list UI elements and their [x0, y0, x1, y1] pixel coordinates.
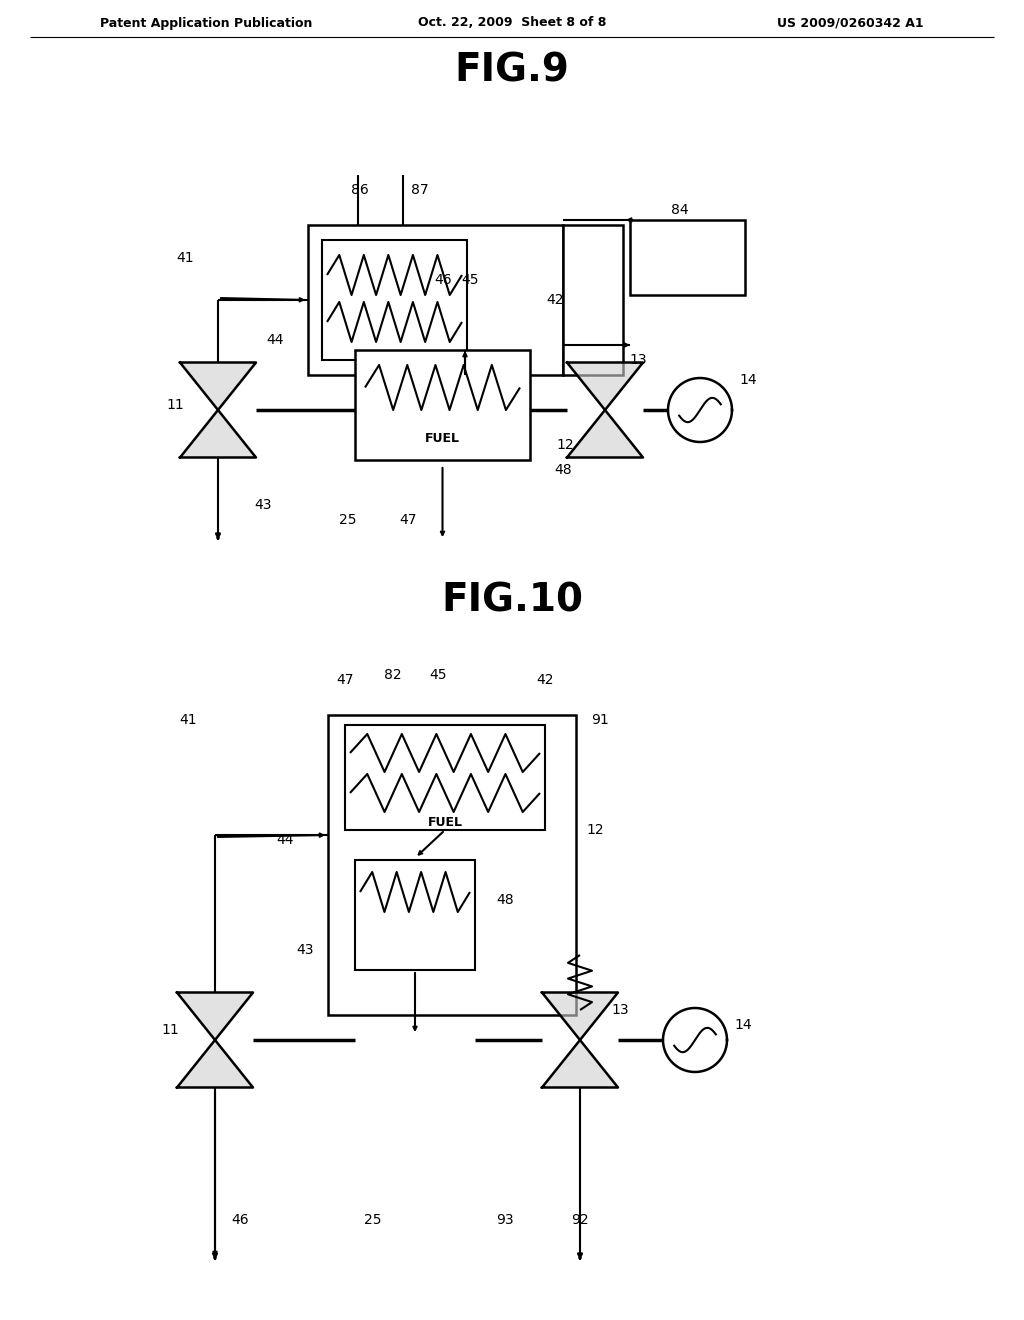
- Text: 48: 48: [497, 894, 514, 907]
- Bar: [630, 220, 745, 294]
- Text: 44: 44: [276, 833, 294, 847]
- Bar: [563, 224, 623, 375]
- Text: 13: 13: [611, 1003, 629, 1016]
- Text: 44: 44: [266, 333, 284, 347]
- Bar: [355, 861, 475, 970]
- Polygon shape: [567, 411, 643, 458]
- Text: Patent Application Publication: Patent Application Publication: [100, 16, 312, 29]
- Text: 41: 41: [179, 713, 197, 727]
- Polygon shape: [180, 411, 256, 458]
- Text: 11: 11: [166, 399, 184, 412]
- Text: 42: 42: [546, 293, 564, 308]
- Text: 11: 11: [161, 1023, 179, 1038]
- Text: 14: 14: [739, 374, 757, 387]
- Text: 84: 84: [671, 203, 689, 216]
- Text: 14: 14: [734, 1018, 752, 1032]
- Bar: [308, 224, 563, 375]
- Text: 13: 13: [629, 352, 647, 367]
- Text: 46: 46: [231, 1213, 249, 1228]
- Text: 12: 12: [556, 438, 573, 451]
- Polygon shape: [567, 363, 643, 411]
- Text: 92: 92: [571, 1213, 589, 1228]
- Text: 46: 46: [434, 273, 452, 286]
- Text: 87: 87: [412, 183, 429, 197]
- Text: 45: 45: [429, 668, 446, 682]
- Text: 47: 47: [399, 513, 417, 527]
- Text: 93: 93: [497, 1213, 514, 1228]
- Bar: [355, 350, 530, 459]
- Text: 42: 42: [537, 673, 554, 686]
- Polygon shape: [542, 993, 618, 1040]
- Text: 41: 41: [176, 251, 194, 265]
- Text: 47: 47: [336, 673, 353, 686]
- Text: 25: 25: [339, 513, 356, 527]
- Text: 91: 91: [591, 713, 609, 727]
- Text: FUEL: FUEL: [425, 432, 460, 445]
- Text: 43: 43: [254, 498, 271, 512]
- Polygon shape: [180, 363, 256, 411]
- Bar: [328, 715, 575, 1015]
- Text: 86: 86: [351, 183, 369, 197]
- Text: 12: 12: [586, 822, 604, 837]
- Bar: [345, 725, 545, 830]
- Polygon shape: [177, 993, 253, 1040]
- Bar: [322, 240, 467, 360]
- Text: 25: 25: [365, 1213, 382, 1228]
- Text: 45: 45: [461, 273, 479, 286]
- Text: US 2009/0260342 A1: US 2009/0260342 A1: [777, 16, 924, 29]
- Text: 82: 82: [384, 668, 401, 682]
- Polygon shape: [542, 1040, 618, 1088]
- Text: Oct. 22, 2009  Sheet 8 of 8: Oct. 22, 2009 Sheet 8 of 8: [418, 16, 606, 29]
- Text: FUEL: FUEL: [427, 816, 463, 829]
- Text: FIG.9: FIG.9: [455, 51, 569, 88]
- Text: 43: 43: [296, 942, 313, 957]
- Text: FIG.10: FIG.10: [441, 581, 583, 619]
- Text: 48: 48: [554, 463, 571, 477]
- Polygon shape: [177, 1040, 253, 1088]
